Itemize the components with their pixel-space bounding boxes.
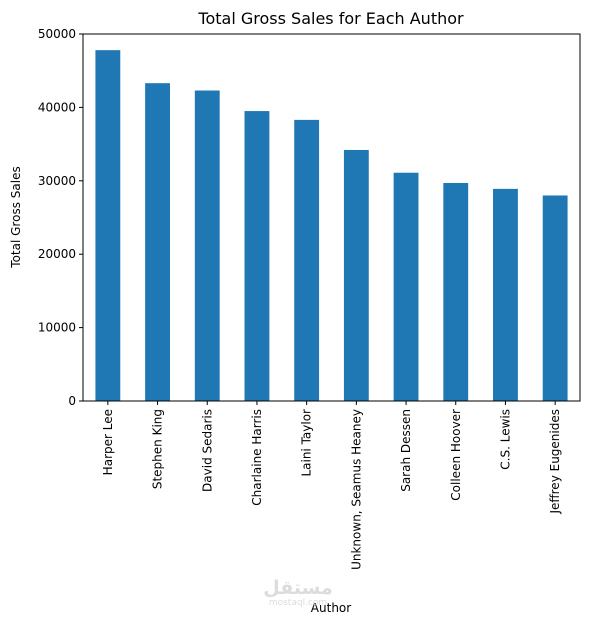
bar-3 <box>244 111 270 401</box>
watermark-main: مستقل <box>263 577 333 599</box>
y-tick-label-0: 0 <box>68 394 76 408</box>
bar-0 <box>95 50 121 401</box>
x-tick-label-6: Sarah Dessen <box>399 409 413 492</box>
bars-group <box>95 50 568 402</box>
x-tick-label-3: Charlaine Harris <box>250 409 264 506</box>
x-tick-label-9: Jeffrey Eugenides <box>548 409 562 515</box>
y-tick-label-5: 50000 <box>38 27 76 41</box>
x-axis-label: Author <box>311 601 351 615</box>
bar-9 <box>542 195 568 401</box>
chart-title: Total Gross Sales for Each Author <box>197 9 464 28</box>
x-tick-label-4: Laini Taylor <box>300 409 314 477</box>
bar-4 <box>294 119 320 402</box>
y-tick-label-1: 10000 <box>38 321 76 335</box>
x-tick-label-0: Harper Lee <box>101 409 115 475</box>
y-axis: 0 10000 20000 30000 40000 50000 <box>38 27 83 408</box>
bar-2 <box>194 90 220 401</box>
bar-6 <box>393 172 419 401</box>
y-axis-label: Total Gross Sales <box>9 166 23 268</box>
watermark-logo: مستقل mostaql.com <box>258 578 338 608</box>
x-tick-label-5: Unknown, Seamus Heaney <box>349 409 363 570</box>
y-tick-label-3: 30000 <box>38 174 76 188</box>
bar-5 <box>343 149 369 401</box>
x-axis: Harper Lee Stephen King David Sedaris Charl… <box>101 401 562 570</box>
x-tick-label-1: Stephen King <box>151 409 165 489</box>
x-tick-label-2: David Sedaris <box>200 409 214 492</box>
plot-frame <box>82 33 581 402</box>
bar-1 <box>145 83 170 401</box>
x-tick-label-8: C.S. Lewis <box>498 409 512 470</box>
bar-8 <box>493 188 518 401</box>
x-tick-label-7: Colleen Hoover <box>449 409 463 501</box>
watermark-sub: mostaql.com <box>268 598 328 608</box>
y-tick-label-2: 20000 <box>38 247 76 261</box>
y-tick-label-4: 40000 <box>38 100 76 114</box>
bar-7 <box>443 183 469 401</box>
